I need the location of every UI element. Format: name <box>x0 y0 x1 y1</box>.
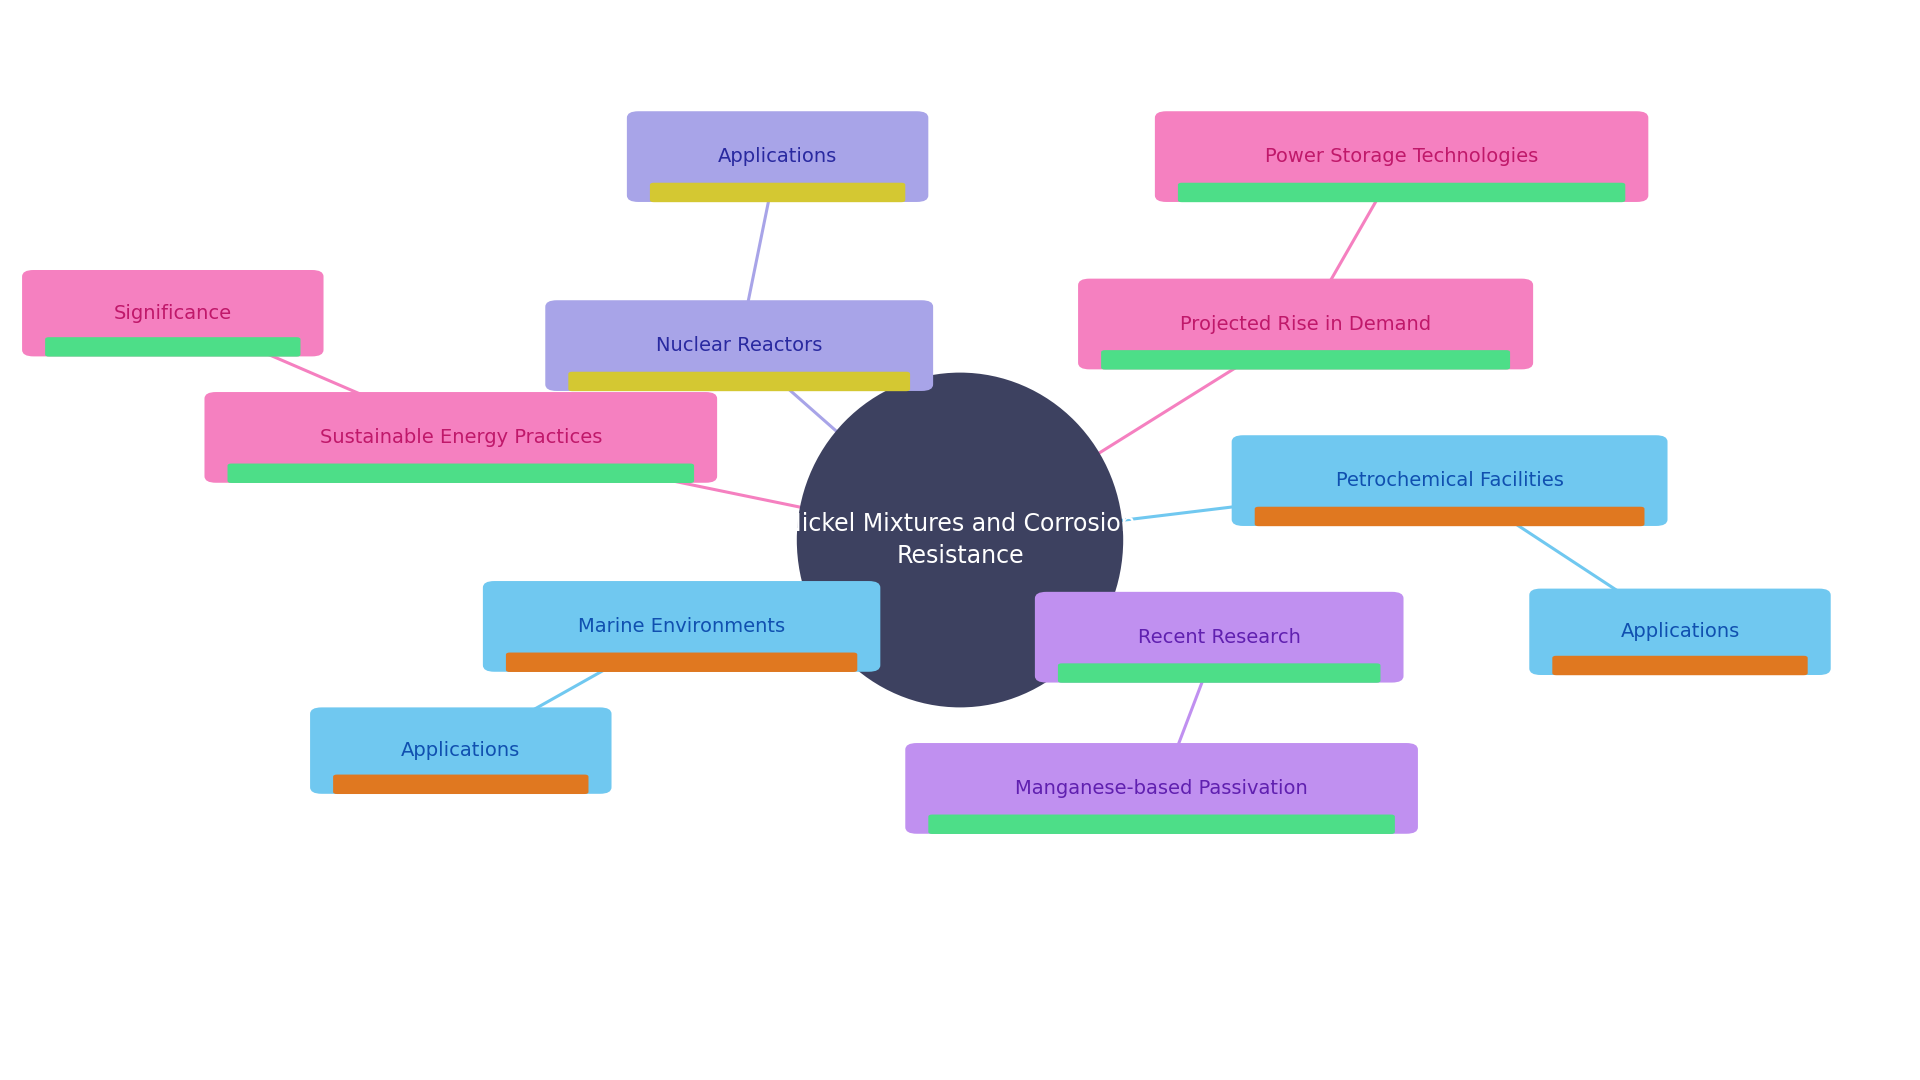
FancyBboxPatch shape <box>545 300 933 391</box>
Text: Projected Rise in Demand: Projected Rise in Demand <box>1181 314 1430 334</box>
FancyBboxPatch shape <box>334 774 588 794</box>
Text: Power Storage Technologies: Power Storage Technologies <box>1265 147 1538 166</box>
FancyBboxPatch shape <box>568 372 910 391</box>
Text: Significance: Significance <box>113 303 232 323</box>
FancyBboxPatch shape <box>46 337 300 356</box>
FancyBboxPatch shape <box>204 392 718 483</box>
FancyBboxPatch shape <box>1035 592 1404 683</box>
Text: Applications: Applications <box>401 741 520 760</box>
Text: Applications: Applications <box>1620 622 1740 642</box>
FancyBboxPatch shape <box>505 652 856 672</box>
Text: Nickel Mixtures and Corrosion
Resistance: Nickel Mixtures and Corrosion Resistance <box>783 512 1137 568</box>
Text: Petrochemical Facilities: Petrochemical Facilities <box>1336 471 1563 490</box>
FancyBboxPatch shape <box>1102 350 1509 369</box>
Text: Marine Environments: Marine Environments <box>578 617 785 636</box>
FancyBboxPatch shape <box>1058 663 1380 683</box>
FancyBboxPatch shape <box>309 707 611 794</box>
FancyBboxPatch shape <box>929 814 1394 834</box>
Text: Sustainable Energy Practices: Sustainable Energy Practices <box>319 428 603 447</box>
FancyBboxPatch shape <box>1177 183 1624 202</box>
FancyBboxPatch shape <box>649 183 906 202</box>
FancyBboxPatch shape <box>1233 435 1667 526</box>
Text: Manganese-based Passivation: Manganese-based Passivation <box>1016 779 1308 798</box>
Ellipse shape <box>797 373 1123 707</box>
Text: Recent Research: Recent Research <box>1139 627 1300 647</box>
FancyBboxPatch shape <box>1154 111 1647 202</box>
FancyBboxPatch shape <box>482 581 879 672</box>
FancyBboxPatch shape <box>1079 279 1532 369</box>
Text: Nuclear Reactors: Nuclear Reactors <box>657 336 822 355</box>
FancyBboxPatch shape <box>626 111 929 202</box>
FancyBboxPatch shape <box>906 743 1417 834</box>
FancyBboxPatch shape <box>1256 507 1644 526</box>
FancyBboxPatch shape <box>23 270 323 356</box>
FancyBboxPatch shape <box>1551 656 1809 675</box>
FancyBboxPatch shape <box>1528 589 1832 675</box>
FancyBboxPatch shape <box>227 463 693 483</box>
Text: Applications: Applications <box>718 147 837 166</box>
